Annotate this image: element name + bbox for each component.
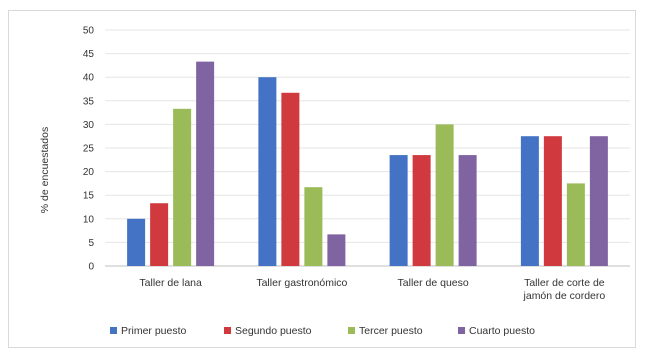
legend-label: Tercer puesto	[359, 325, 423, 337]
y-axis: 0 5 10 15 20 25 30 35 40 45 50	[83, 26, 95, 273]
x-tick-label: Taller de lana	[139, 277, 202, 289]
bar	[520, 136, 539, 266]
legend-swatch	[458, 327, 465, 334]
y-tick-label: 5	[88, 238, 94, 249]
bar	[304, 187, 323, 266]
y-tick-label: 15	[83, 191, 95, 202]
y-tick-label: 45	[83, 49, 95, 60]
x-tick-label: Taller gastronómico	[256, 277, 347, 289]
bar	[150, 203, 169, 266]
y-tick-label: 25	[83, 144, 95, 155]
y-tick-label: 40	[83, 73, 95, 84]
legend-item: Tercer puesto	[348, 325, 423, 337]
legend: Primer puesto Segundo puesto Tercer puesto…	[110, 325, 535, 337]
bars	[127, 61, 608, 267]
bar	[566, 183, 585, 266]
y-tick-label: 50	[83, 26, 95, 37]
bar	[412, 155, 431, 266]
y-axis-label: % de encuestados	[39, 127, 51, 213]
bar	[389, 155, 408, 266]
y-tick-label: 20	[83, 167, 95, 178]
legend-swatch	[348, 327, 355, 334]
legend-item: Cuarto puesto	[458, 325, 535, 337]
legend-label: Primer puesto	[121, 325, 187, 337]
y-tick-label: 35	[83, 96, 95, 107]
legend-swatch	[110, 327, 117, 334]
legend-item: Segundo puesto	[224, 325, 312, 337]
x-tick-label: Taller de queso	[398, 277, 469, 289]
bar	[327, 234, 346, 266]
bar	[196, 61, 215, 267]
y-tick-label: 0	[88, 262, 94, 273]
x-tick-label: jamón de cordero	[523, 290, 606, 302]
y-tick-label: 30	[83, 120, 95, 131]
bar	[281, 92, 300, 266]
legend-item: Primer puesto	[110, 325, 187, 337]
y-tick-label: 10	[83, 214, 95, 225]
legend-label: Segundo puesto	[235, 325, 312, 337]
x-tick-label: Taller de corte de	[524, 277, 605, 289]
bar	[589, 136, 608, 266]
x-axis: Taller de lana Taller gastronómico Taller …	[139, 277, 605, 302]
legend-swatch	[224, 327, 231, 334]
bar	[127, 218, 146, 266]
bar	[543, 136, 562, 266]
legend-label: Cuarto puesto	[469, 325, 535, 337]
bar	[173, 108, 192, 266]
bar	[258, 77, 277, 266]
bar	[435, 124, 454, 267]
bar	[458, 155, 477, 266]
gridlines	[105, 29, 630, 267]
